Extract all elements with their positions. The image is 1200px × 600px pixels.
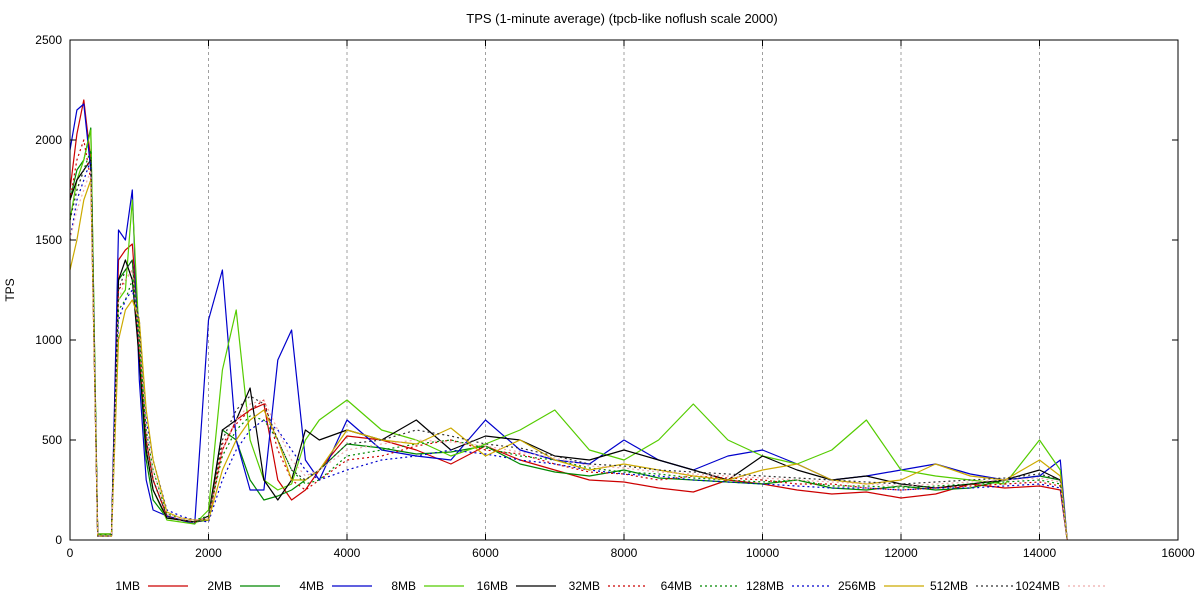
legend-label: 1MB <box>115 579 140 593</box>
y-tick-label: 1500 <box>35 233 62 247</box>
y-tick-label: 2000 <box>35 133 62 147</box>
series-line-8mb <box>69 129 1068 541</box>
legend-label: 128MB <box>746 579 784 593</box>
axis-ticks: 0 2000 4000 6000 8000 10000 12000 14000 16000 0 50… <box>35 33 1195 560</box>
chart-title: TPS (1-minute average) (tpcb-like noflus… <box>466 11 777 26</box>
x-tick-label: 4000 <box>334 546 361 560</box>
x-tick-label: 8000 <box>611 546 638 560</box>
series-line-1mb <box>69 99 1068 541</box>
series-line-64mb <box>69 149 1068 541</box>
legend-label: 32MB <box>569 579 600 593</box>
y-tick-label: 2500 <box>35 33 62 47</box>
legend-label: 8MB <box>391 579 416 593</box>
legend-label: 1024MB <box>1015 579 1060 593</box>
legend-label: 4MB <box>299 579 324 593</box>
x-tick-label: 2000 <box>195 546 222 560</box>
legend-label: 512MB <box>930 579 968 593</box>
series-lines <box>69 99 1068 541</box>
legend-label: 2MB <box>207 579 232 593</box>
x-tick-label: 12000 <box>884 546 918 560</box>
x-tick-label: 10000 <box>746 546 780 560</box>
legend-label: 64MB <box>661 579 692 593</box>
y-tick-label: 0 <box>55 533 62 547</box>
legend: 1MB 2MB 4MB 8MB 16MB 32MB 64MB 128MB 256MB 512MB 1… <box>115 579 1108 593</box>
y-tick-label: 1000 <box>35 333 62 347</box>
series-line-128mb <box>69 159 1068 541</box>
legend-label: 16MB <box>477 579 508 593</box>
series-line-512mb <box>69 159 1068 541</box>
y-tick-label: 500 <box>42 433 62 447</box>
gridlines <box>208 40 1040 540</box>
x-tick-label: 16000 <box>1161 546 1195 560</box>
series-line-16mb <box>69 159 1068 541</box>
x-tick-label: 0 <box>67 546 74 560</box>
y-axis-label: TPS <box>3 278 17 301</box>
series-line-1024mb <box>69 169 1068 541</box>
x-tick-label: 14000 <box>1023 546 1057 560</box>
legend-label: 256MB <box>838 579 876 593</box>
x-tick-label: 6000 <box>472 546 499 560</box>
